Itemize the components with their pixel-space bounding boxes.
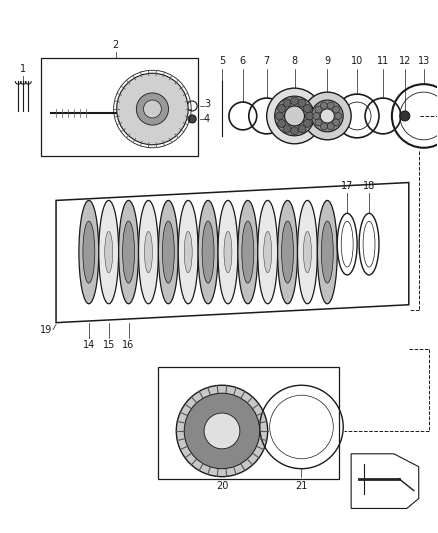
Ellipse shape	[162, 221, 174, 283]
Circle shape	[276, 112, 283, 120]
Ellipse shape	[304, 231, 311, 273]
Circle shape	[283, 125, 291, 133]
Circle shape	[304, 104, 311, 112]
Ellipse shape	[198, 200, 218, 304]
Circle shape	[311, 100, 343, 132]
Circle shape	[176, 385, 268, 477]
Circle shape	[285, 106, 304, 126]
Circle shape	[305, 112, 314, 120]
Circle shape	[204, 413, 240, 449]
Text: 2: 2	[113, 41, 119, 51]
Ellipse shape	[178, 200, 198, 304]
Bar	[159, 367, 339, 479]
Ellipse shape	[123, 221, 134, 283]
Ellipse shape	[264, 231, 272, 273]
Ellipse shape	[224, 231, 232, 273]
Circle shape	[278, 104, 286, 112]
Ellipse shape	[318, 200, 337, 304]
Text: 12: 12	[399, 56, 411, 66]
Text: 19: 19	[40, 325, 52, 335]
Text: 10: 10	[351, 56, 363, 66]
Circle shape	[400, 111, 410, 121]
Ellipse shape	[159, 200, 178, 304]
Ellipse shape	[321, 221, 333, 283]
Text: 15: 15	[102, 340, 115, 350]
Ellipse shape	[79, 200, 99, 304]
Ellipse shape	[144, 100, 161, 118]
Circle shape	[283, 99, 291, 107]
Circle shape	[298, 99, 306, 107]
Bar	[41, 58, 198, 156]
Circle shape	[290, 127, 298, 135]
Circle shape	[315, 119, 322, 126]
Text: 11: 11	[377, 56, 389, 66]
Text: 3: 3	[204, 99, 210, 109]
Circle shape	[290, 97, 298, 105]
Ellipse shape	[238, 200, 258, 304]
Text: 4: 4	[204, 114, 210, 124]
Ellipse shape	[337, 213, 357, 275]
Circle shape	[335, 112, 342, 119]
Ellipse shape	[119, 200, 138, 304]
Circle shape	[313, 112, 320, 119]
Ellipse shape	[138, 200, 159, 304]
Ellipse shape	[136, 93, 169, 125]
Circle shape	[327, 102, 334, 109]
Ellipse shape	[184, 231, 192, 273]
Circle shape	[278, 119, 286, 127]
Ellipse shape	[202, 221, 214, 283]
Text: 14: 14	[83, 340, 95, 350]
Ellipse shape	[297, 200, 318, 304]
Circle shape	[298, 125, 306, 133]
Ellipse shape	[105, 231, 113, 273]
Circle shape	[333, 106, 339, 113]
Text: 18: 18	[363, 181, 375, 190]
Circle shape	[321, 102, 328, 109]
Circle shape	[267, 88, 322, 144]
Text: 20: 20	[216, 481, 228, 490]
Circle shape	[188, 115, 196, 123]
Ellipse shape	[99, 200, 119, 304]
Circle shape	[304, 92, 351, 140]
Ellipse shape	[83, 221, 95, 283]
Ellipse shape	[145, 231, 152, 273]
Text: 6: 6	[240, 56, 246, 66]
Ellipse shape	[258, 200, 278, 304]
Ellipse shape	[359, 213, 379, 275]
Ellipse shape	[117, 73, 188, 145]
Circle shape	[320, 109, 334, 123]
Text: 1: 1	[20, 64, 26, 74]
Text: 16: 16	[123, 340, 135, 350]
Ellipse shape	[282, 221, 293, 283]
Circle shape	[315, 106, 322, 113]
Text: 7: 7	[264, 56, 270, 66]
Text: 8: 8	[291, 56, 297, 66]
Circle shape	[333, 119, 339, 126]
Circle shape	[327, 123, 334, 130]
Text: 17: 17	[341, 181, 353, 190]
Ellipse shape	[242, 221, 254, 283]
Circle shape	[304, 119, 311, 127]
Circle shape	[184, 393, 260, 469]
Circle shape	[321, 123, 328, 130]
Text: 9: 9	[324, 56, 330, 66]
Text: 13: 13	[417, 56, 430, 66]
Circle shape	[275, 96, 314, 136]
Ellipse shape	[218, 200, 238, 304]
Text: 21: 21	[295, 481, 307, 490]
Text: 5: 5	[219, 56, 225, 66]
Ellipse shape	[278, 200, 297, 304]
